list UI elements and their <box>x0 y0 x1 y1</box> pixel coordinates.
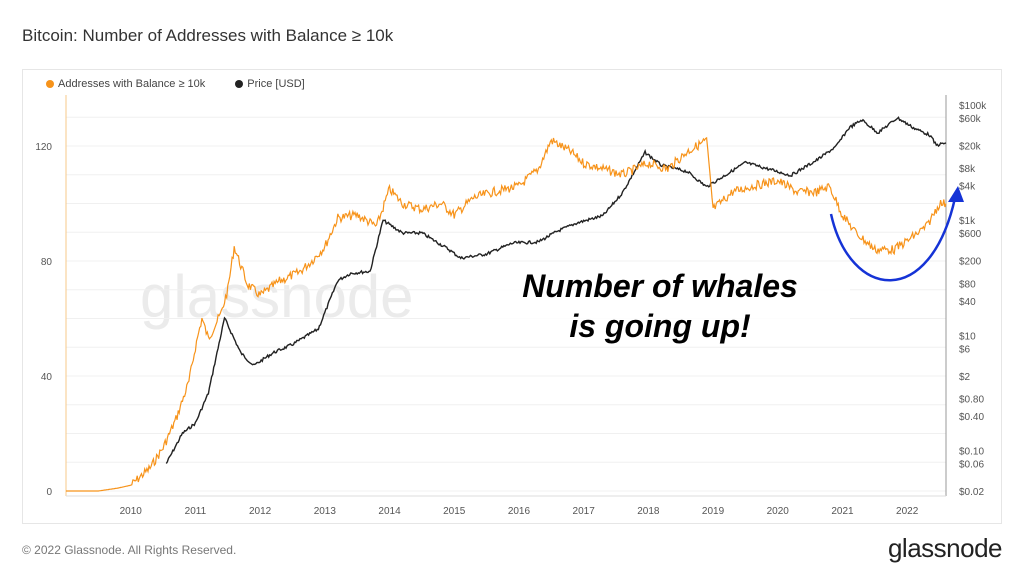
x-tick-label: 2015 <box>443 506 466 517</box>
x-tick-label: 2021 <box>831 506 854 517</box>
x-tick-label: 2011 <box>185 506 207 517</box>
legend-label: Price [USD] <box>247 78 305 90</box>
right-tick-label: $0.40 <box>959 412 984 423</box>
addresses-line <box>66 136 947 492</box>
right-tick-label: $20k <box>959 141 982 152</box>
annotation-line-1: Number of whales <box>522 268 798 304</box>
right-tick-label: $60k <box>959 114 982 125</box>
x-tick-label: 2010 <box>120 506 143 517</box>
right-tick-label: $200 <box>959 257 982 268</box>
right-tick-label: $0.06 <box>959 460 984 471</box>
right-tick-label: $0.80 <box>959 395 984 406</box>
copyright: © 2022 Glassnode. All Rights Reserved. <box>22 543 237 557</box>
right-tick-label: $0.10 <box>959 447 984 458</box>
right-tick-label: $4k <box>959 182 976 193</box>
x-tick-label: 2020 <box>767 506 790 517</box>
x-tick-label: 2019 <box>702 506 725 517</box>
black-dot-icon <box>235 79 244 88</box>
legend-item-addresses[interactable]: Addresses with Balance ≥ 10k <box>46 78 205 90</box>
left-tick-label: 120 <box>35 142 52 153</box>
legend-item-price[interactable]: Price [USD] <box>235 78 305 90</box>
right-tick-label: $8k <box>959 164 976 175</box>
right-tick-label: $6 <box>959 344 971 355</box>
x-tick-label: 2012 <box>249 506 272 517</box>
right-tick-label: $100k <box>959 101 987 112</box>
chart-title: Bitcoin: Number of Addresses with Balanc… <box>22 26 394 45</box>
legend-label: Addresses with Balance ≥ 10k <box>58 78 206 90</box>
right-tick-label: $2 <box>959 372 971 383</box>
left-tick-label: 40 <box>41 372 53 383</box>
right-tick-label: $1k <box>959 216 976 227</box>
chart-frame <box>22 69 1002 524</box>
price-line <box>165 116 947 464</box>
x-tick-label: 2018 <box>637 506 660 517</box>
x-tick-label: 2014 <box>378 506 401 517</box>
orange-dot-icon <box>46 79 54 88</box>
right-tick-label: $600 <box>959 229 982 240</box>
legend: Addresses with Balance ≥ 10k Price [USD] <box>46 78 305 90</box>
right-tick-label: $40 <box>959 297 976 308</box>
annotation-text: Number of whales is going up! <box>470 266 850 346</box>
x-tick-label: 2016 <box>508 506 531 517</box>
x-tick-label: 2022 <box>896 506 919 517</box>
x-tick-label: 2017 <box>573 506 596 517</box>
annotation-line-2: is going up! <box>569 308 751 344</box>
left-tick-label: 80 <box>41 257 53 268</box>
right-tick-label: $10 <box>959 331 976 342</box>
x-tick-label: 2013 <box>314 506 337 517</box>
right-tick-label: $80 <box>959 279 976 290</box>
brand-logo: glassnode <box>887 533 1003 563</box>
left-tick-label: 0 <box>46 487 52 498</box>
right-tick-label: $0.02 <box>959 487 984 498</box>
